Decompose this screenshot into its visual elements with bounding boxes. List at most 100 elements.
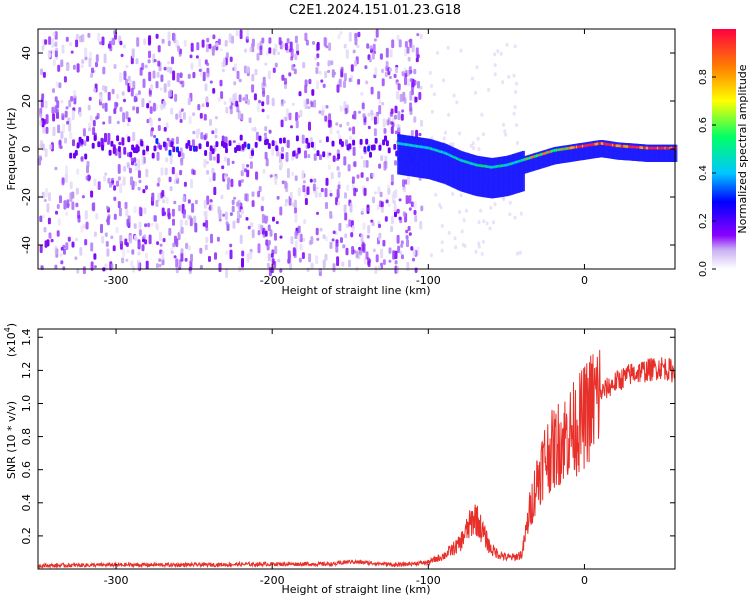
noise-cell	[240, 112, 244, 121]
noise-cell	[377, 186, 381, 194]
noise-cell	[243, 65, 247, 74]
noise-cell	[370, 86, 374, 95]
noise-cell	[396, 266, 400, 274]
signal-cell	[359, 138, 363, 145]
noise-cell	[148, 35, 152, 45]
noise-cell	[100, 223, 103, 234]
noise-cell	[260, 224, 264, 231]
noise-cell	[430, 109, 434, 114]
noise-cell	[264, 126, 268, 132]
noise-cell	[63, 200, 67, 210]
noise-cell	[336, 130, 340, 135]
noise-cell	[410, 130, 414, 137]
noise-cell	[231, 199, 235, 205]
noise-cell	[290, 56, 294, 61]
noise-cell	[153, 59, 157, 63]
noise-cell	[346, 121, 350, 126]
noise-cell	[276, 195, 280, 200]
noise-cell	[81, 59, 85, 64]
y-tick-label: 1.0	[20, 395, 33, 413]
noise-cell	[165, 122, 169, 129]
noise-cell	[138, 170, 141, 179]
signal-cell	[146, 145, 149, 152]
noise-cell	[348, 127, 352, 132]
noise-cell	[65, 165, 68, 176]
noise-cell	[378, 223, 381, 229]
noise-cell	[301, 252, 305, 259]
noise-cell	[392, 200, 396, 205]
noise-cell	[267, 70, 271, 80]
noise-cell	[203, 199, 207, 209]
noise-cell	[214, 116, 218, 120]
noise-cell	[156, 71, 160, 78]
noise-cell	[113, 108, 117, 114]
signal-cell	[316, 150, 320, 157]
noise-cell	[195, 55, 199, 59]
signal-cell	[239, 134, 243, 141]
noise-cell	[413, 79, 417, 86]
noise-cell	[226, 157, 230, 166]
noise-cell	[105, 241, 109, 247]
noise-cell	[251, 200, 255, 207]
noise-cell	[410, 246, 414, 251]
noise-cell	[277, 51, 281, 55]
colorbar-tick-label: 0.2	[698, 213, 709, 229]
noise-cell	[217, 38, 221, 45]
noise-cell	[229, 105, 233, 115]
noise-cell	[128, 79, 132, 87]
noise-cell	[138, 229, 142, 236]
noise-cell	[304, 150, 307, 159]
noise-cell	[159, 243, 163, 247]
noise-cell	[57, 218, 61, 226]
noise-cell	[202, 222, 206, 227]
noise-cell	[204, 83, 208, 92]
noise-cell	[365, 80, 369, 85]
noise-cell	[62, 123, 66, 133]
noise-cell	[381, 78, 385, 87]
noise-cell	[460, 229, 464, 234]
noise-cell	[251, 73, 255, 82]
noise-cell	[246, 164, 250, 168]
noise-cell	[103, 175, 107, 182]
noise-cell	[363, 187, 367, 196]
noise-cell	[151, 192, 155, 202]
noise-cell	[66, 120, 70, 125]
noise-cell	[294, 213, 298, 223]
noise-cell	[488, 226, 492, 231]
noise-cell	[201, 103, 205, 108]
noise-cell	[516, 141, 519, 145]
noise-cell	[153, 215, 157, 222]
noise-cell	[206, 102, 209, 108]
noise-cell	[164, 167, 168, 176]
noise-cell	[142, 189, 146, 194]
noise-cell	[118, 150, 122, 159]
noise-cell	[237, 110, 241, 120]
noise-cell	[257, 243, 261, 254]
noise-cell	[249, 161, 253, 169]
noise-cell	[120, 53, 124, 58]
noise-cell	[316, 237, 320, 241]
signal-cell	[251, 150, 254, 156]
noise-cell	[67, 236, 71, 242]
noise-cell	[318, 110, 322, 114]
noise-cell	[71, 191, 75, 199]
noise-cell	[229, 243, 233, 248]
noise-cell	[302, 184, 306, 193]
noise-cell	[396, 208, 400, 214]
signal-cell	[674, 144, 678, 162]
noise-cell	[156, 241, 160, 245]
noise-cell	[410, 201, 414, 208]
colorbar-label: Normalized spectral amplitude	[736, 64, 749, 233]
noise-cell	[306, 186, 310, 195]
noise-cell	[266, 262, 270, 269]
noise-cell	[161, 38, 165, 44]
noise-cell	[206, 62, 210, 67]
noise-cell	[286, 139, 290, 149]
noise-cell	[274, 245, 278, 255]
noise-cell	[155, 33, 159, 39]
noise-cell	[374, 67, 378, 76]
noise-cell	[84, 56, 88, 61]
signal-cell	[305, 137, 309, 144]
noise-cell	[440, 248, 444, 253]
noise-cell	[513, 105, 517, 109]
